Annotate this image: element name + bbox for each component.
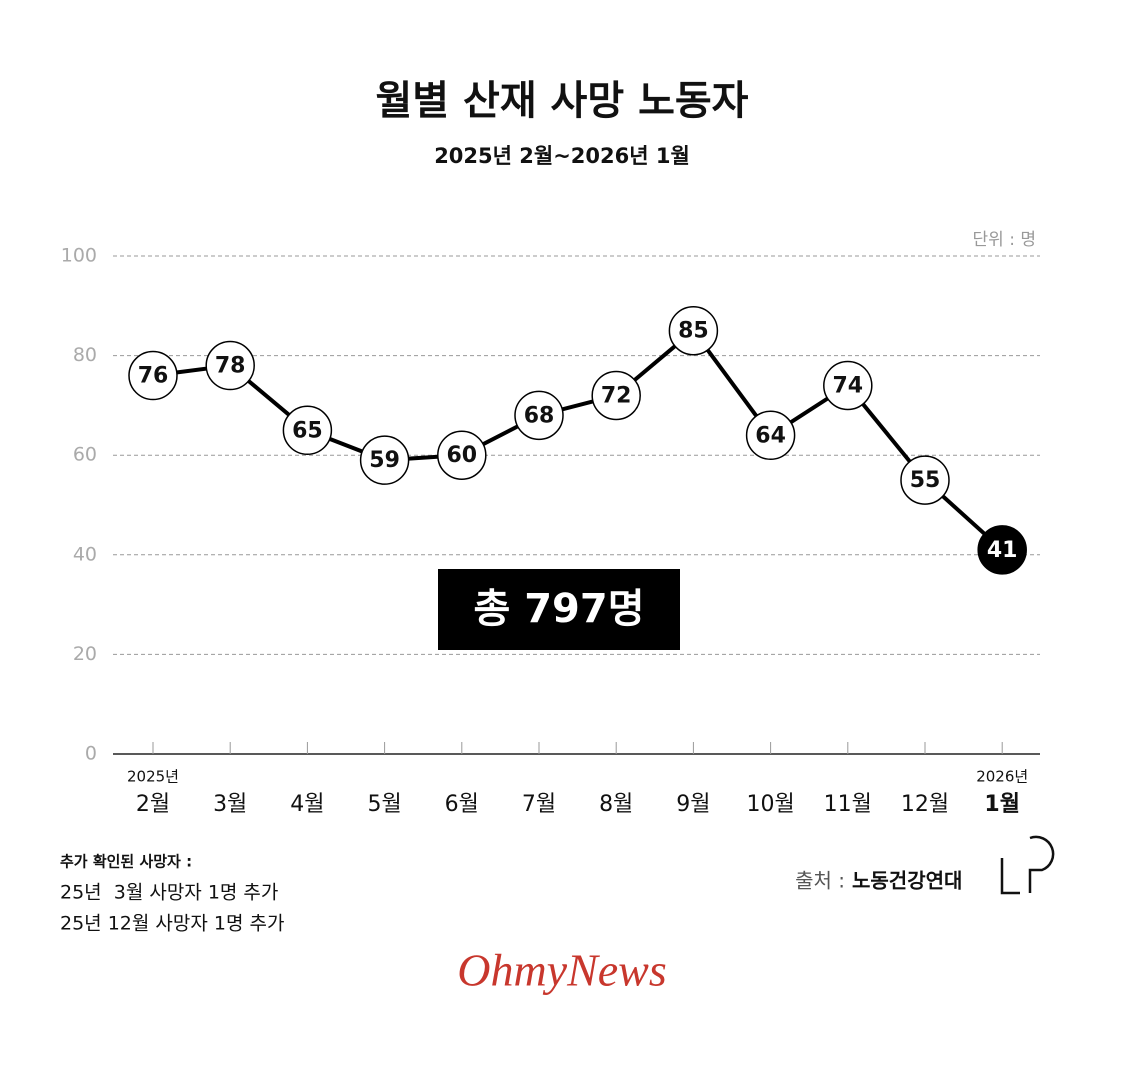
value-label: 74 — [832, 373, 863, 398]
y-tick-label: 100 — [61, 245, 97, 267]
value-label: 78 — [215, 354, 246, 379]
value-label: 72 — [601, 383, 632, 408]
x-tick-label: 8월 — [599, 792, 633, 817]
x-tick-label: 6월 — [445, 792, 479, 817]
total-box: 총 797명 — [438, 569, 680, 650]
x-tick-label: 10월 — [746, 792, 794, 817]
data-point — [977, 525, 1027, 575]
x-tick-label: 7월 — [522, 792, 556, 817]
value-label: 59 — [369, 448, 400, 473]
data-point — [823, 360, 873, 411]
note-line: 25년 12월 사망자 1명 추가 — [60, 913, 284, 935]
value-label: 41 — [987, 538, 1018, 563]
data-point — [205, 340, 255, 391]
value-label: 68 — [524, 403, 555, 428]
x-tick-label: 11월 — [824, 792, 872, 817]
y-tick-label: 20 — [73, 643, 97, 665]
x-tick-label: 12월 — [901, 792, 949, 817]
data-point — [437, 430, 487, 480]
x-tick-label: 2월 — [136, 792, 170, 817]
x-tick-label: 3월 — [213, 792, 247, 817]
source-name: 노동건강연대 — [852, 869, 962, 893]
chart-title: 월별 산재 사망 노동자 — [376, 78, 749, 124]
y-tick-label: 80 — [73, 344, 97, 366]
data-point — [591, 370, 641, 421]
total-label: 총 797명 — [473, 586, 644, 632]
value-label: 64 — [755, 423, 786, 448]
data-point — [359, 435, 410, 485]
source-logo — [1000, 835, 1055, 895]
y-tick-label: 60 — [73, 444, 97, 466]
y-tick-label: 40 — [73, 543, 97, 565]
data-point — [668, 305, 719, 356]
value-label: 65 — [292, 418, 323, 443]
y-tick-label: 0 — [85, 743, 97, 765]
chart-subtitle: 2025년 2월~2026년 1월 — [434, 144, 690, 168]
data-point — [514, 390, 564, 441]
logo-stroke — [1000, 858, 1020, 895]
value-label: 76 — [138, 364, 169, 389]
value-label: 60 — [446, 443, 477, 468]
logo: OhmyNews — [457, 945, 667, 996]
data-point — [900, 455, 950, 505]
data-point — [745, 410, 796, 461]
year-label: 2025년 — [127, 768, 179, 786]
x-tick-label: 9월 — [676, 792, 710, 817]
x-tick-label: 1월 — [984, 792, 1020, 817]
note-line: 25년 3월 사망자 1명 추가 — [60, 882, 278, 904]
x-tick-label: 5월 — [367, 792, 401, 817]
x-tick-label: 4월 — [290, 792, 324, 817]
data-point — [128, 350, 178, 401]
year-label: 2026년 — [976, 768, 1028, 786]
logo-stroke — [1028, 835, 1055, 893]
unit-label: 단위 : 명 — [973, 230, 1036, 250]
series-line — [152, 327, 1004, 552]
note-title: 추가 확인된 사망자 : — [60, 853, 192, 871]
value-label: 55 — [910, 468, 941, 493]
data-point — [282, 405, 333, 456]
source-label: 출처 : — [795, 869, 845, 893]
value-label: 85 — [678, 319, 709, 344]
total-box-bg — [438, 569, 680, 650]
